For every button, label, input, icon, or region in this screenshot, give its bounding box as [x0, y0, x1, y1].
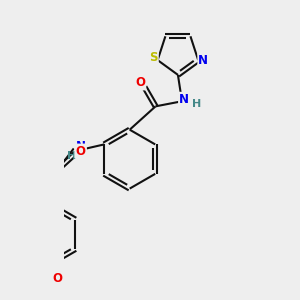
Text: H: H: [192, 99, 201, 109]
Text: O: O: [135, 76, 146, 89]
Text: S: S: [149, 51, 158, 64]
Text: N: N: [198, 54, 208, 67]
Text: N: N: [179, 93, 189, 106]
Text: H: H: [67, 151, 76, 161]
Text: O: O: [75, 145, 85, 158]
Text: N: N: [76, 140, 86, 153]
Text: O: O: [52, 272, 62, 285]
